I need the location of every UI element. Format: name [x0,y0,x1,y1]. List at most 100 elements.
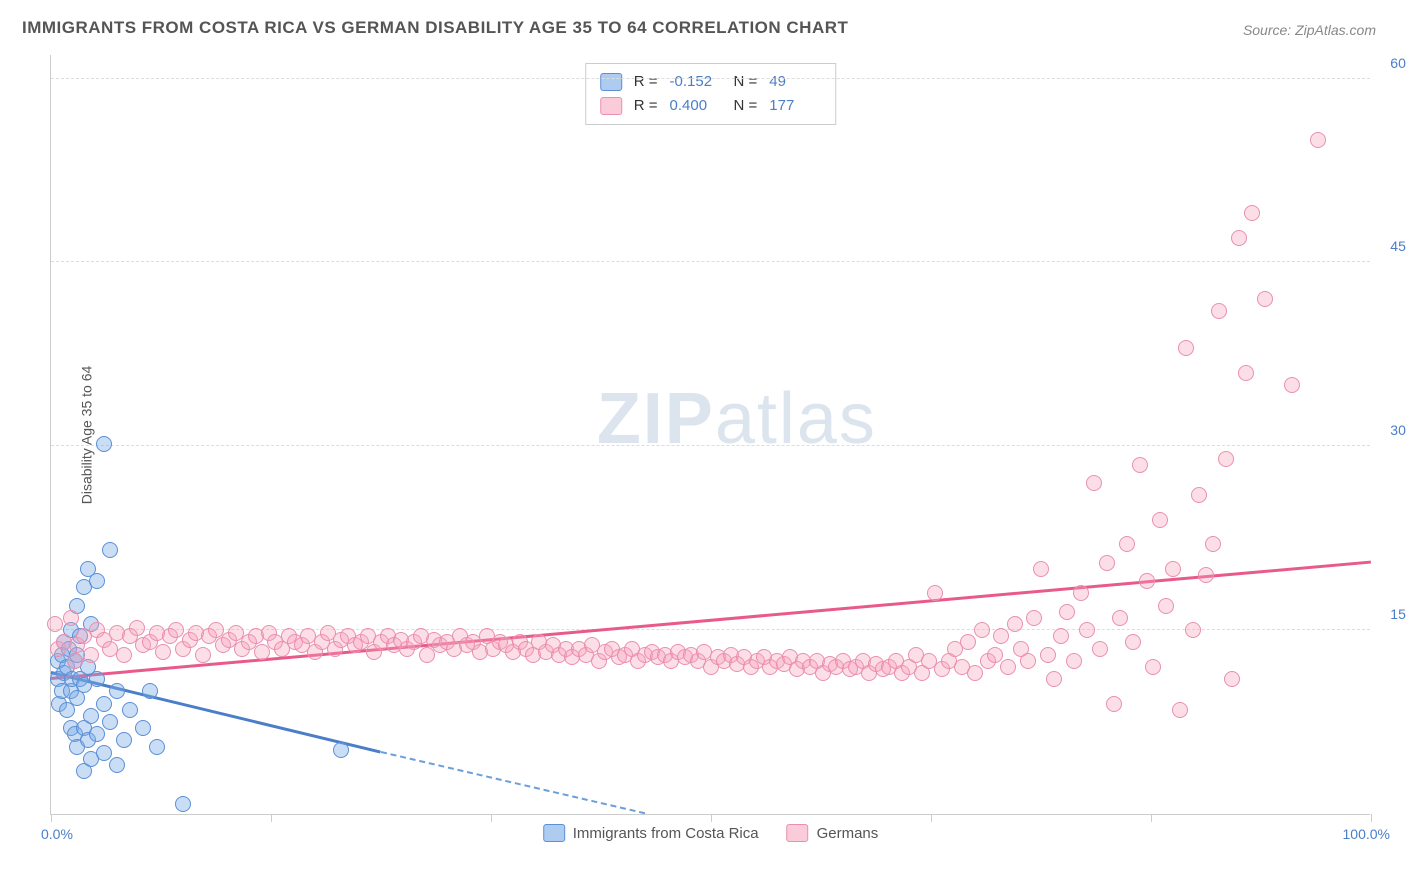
scatter-point [1066,653,1082,669]
chart-plot-area: Disability Age 35 to 64 ZIPatlas R = -0.1… [50,55,1370,815]
gridline [51,261,1370,262]
scatter-point [116,732,132,748]
scatter-point [1007,616,1023,632]
source-attribution: Source: ZipAtlas.com [1243,22,1376,38]
scatter-point [175,796,191,812]
chart-title: IMMIGRANTS FROM COSTA RICA VS GERMAN DIS… [22,18,848,38]
scatter-point [1112,610,1128,626]
legend-swatch [543,824,565,842]
scatter-point [1139,573,1155,589]
scatter-point [122,702,138,718]
legend-label: Germans [817,825,879,842]
scatter-point [1132,457,1148,473]
watermark: ZIPatlas [597,378,877,460]
scatter-point [1020,653,1036,669]
scatter-point [109,683,125,699]
legend-row: R = 0.400 N = 177 [600,94,822,118]
scatter-point [67,653,83,669]
scatter-point [155,644,171,660]
legend-n-label: N = [734,70,758,94]
scatter-point [1046,671,1062,687]
scatter-point [47,616,63,632]
scatter-point [102,542,118,558]
scatter-point [1218,451,1234,467]
scatter-point [1053,628,1069,644]
legend-swatch [787,824,809,842]
scatter-point [1086,475,1102,491]
scatter-point [63,610,79,626]
scatter-point [1224,671,1240,687]
scatter-point [195,647,211,663]
legend-r-value: -0.152 [670,70,722,94]
scatter-point [1106,696,1122,712]
scatter-point [109,757,125,773]
legend-item: Immigrants from Costa Rica [543,824,759,842]
scatter-point [1152,512,1168,528]
x-axis-min-label: 0.0% [41,826,73,842]
scatter-point [1178,340,1194,356]
scatter-point [83,647,99,663]
y-tick-label: 15.0% [1390,606,1406,622]
scatter-point [96,696,112,712]
scatter-point [1238,365,1254,381]
y-axis-title: Disability Age 35 to 64 [78,365,94,504]
x-tick [1151,814,1152,822]
legend-label: Immigrants from Costa Rica [573,825,759,842]
scatter-point [1125,634,1141,650]
legend-row: R =-0.152N =49 [600,70,822,94]
series-legend: Immigrants from Costa Rica Germans [543,824,879,842]
legend-r-label: R = [634,94,658,118]
scatter-point [1205,536,1221,552]
x-tick [1371,814,1372,822]
scatter-point [927,585,943,601]
legend-swatch [600,73,622,91]
scatter-point [1033,561,1049,577]
scatter-point [1198,567,1214,583]
scatter-point [149,739,165,755]
legend-swatch [600,97,622,115]
legend-n-label: N = [734,94,758,118]
scatter-point [96,745,112,761]
scatter-point [1059,604,1075,620]
scatter-point [89,573,105,589]
scatter-point [142,683,158,699]
scatter-point [960,634,976,650]
scatter-point [1257,291,1273,307]
trend-line [381,751,645,814]
x-tick [271,814,272,822]
scatter-point [1211,303,1227,319]
scatter-point [333,742,349,758]
scatter-point [89,726,105,742]
scatter-point [974,622,990,638]
legend-n-value: 49 [769,70,821,94]
scatter-point [1284,377,1300,393]
watermark-zip: ZIP [597,379,715,459]
correlation-legend: R = -0.152 N = 49R = 0.400 N = 177 [585,63,837,125]
x-tick [931,814,932,822]
legend-r-value: 0.400 [670,94,722,118]
scatter-point [89,671,105,687]
scatter-point [987,647,1003,663]
scatter-point [1040,647,1056,663]
x-tick [491,814,492,822]
scatter-point [135,720,151,736]
gridline [51,445,1370,446]
y-tick-label: 45.0% [1390,238,1406,254]
scatter-point [1172,702,1188,718]
scatter-point [1026,610,1042,626]
gridline [51,78,1370,79]
legend-item: Germans [787,824,879,842]
scatter-point [993,628,1009,644]
scatter-point [1310,132,1326,148]
scatter-point [1099,555,1115,571]
scatter-point [1231,230,1247,246]
scatter-point [102,714,118,730]
x-tick [51,814,52,822]
scatter-point [1119,536,1135,552]
legend-n-value: 177 [769,94,821,118]
watermark-atlas: atlas [715,379,877,459]
x-axis-max-label: 100.0% [1343,826,1390,842]
scatter-point [129,620,145,636]
scatter-point [1191,487,1207,503]
y-tick-label: 30.0% [1390,422,1406,438]
